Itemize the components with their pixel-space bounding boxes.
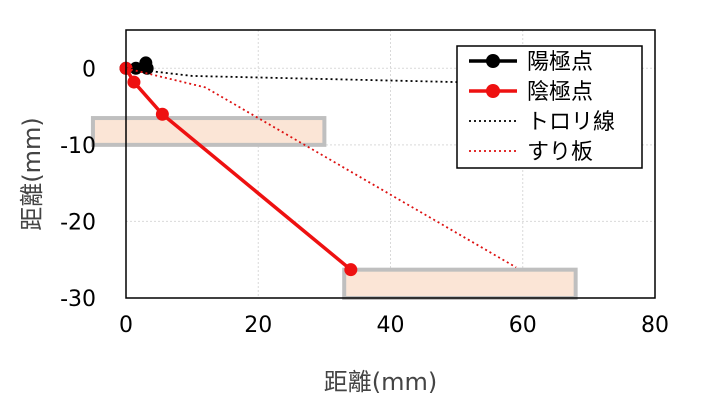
legend-marker: [486, 54, 500, 68]
legend-label: すり板: [527, 140, 593, 165]
legend-label: トロリ線: [527, 110, 615, 135]
data-point: [155, 107, 169, 121]
y-axis-title: 距離(mm): [18, 117, 46, 230]
legend-item: すり板: [469, 140, 593, 165]
legend-box: [456, 45, 643, 169]
legend-label: 陽極点: [527, 50, 593, 75]
data-point: [140, 61, 154, 75]
x-axis-title: 距離(mm): [324, 368, 437, 396]
legend-item: 陽極点: [469, 50, 593, 75]
data-point: [129, 61, 143, 75]
tick-labels: 0 20 40 60 80 0 -10 -20 -30: [60, 57, 669, 338]
x-tick-label: 20: [244, 313, 272, 338]
shaded-regions: [90, 116, 578, 301]
y-tick-label: -20: [60, 210, 96, 235]
legend-item: 陰極点: [469, 80, 593, 105]
series-layer: [119, 56, 517, 277]
shaded-rect: [90, 116, 327, 147]
series-line: [125, 67, 457, 83]
legend-label: 陰極点: [527, 80, 593, 105]
data-point: [344, 263, 358, 277]
data-point: [127, 75, 141, 89]
x-tick-label: 0: [119, 313, 133, 338]
series-line: [125, 67, 517, 269]
plot-frame: [125, 29, 656, 299]
series-トロリ線: [125, 67, 457, 83]
x-tick-label: 80: [641, 313, 669, 338]
y-tick-label: 0: [82, 57, 96, 82]
series-陰極点: [119, 61, 358, 277]
legend-item: トロリ線: [469, 110, 615, 135]
legend-marker: [486, 84, 500, 98]
series-line: [124, 67, 352, 272]
series-すり板: [125, 67, 517, 269]
x-tick-label: 40: [377, 313, 405, 338]
shaded-rect: [342, 267, 578, 301]
y-tick-label: -30: [60, 287, 96, 312]
y-tick-label: -10: [60, 134, 96, 159]
x-tick-label: 60: [509, 313, 537, 338]
